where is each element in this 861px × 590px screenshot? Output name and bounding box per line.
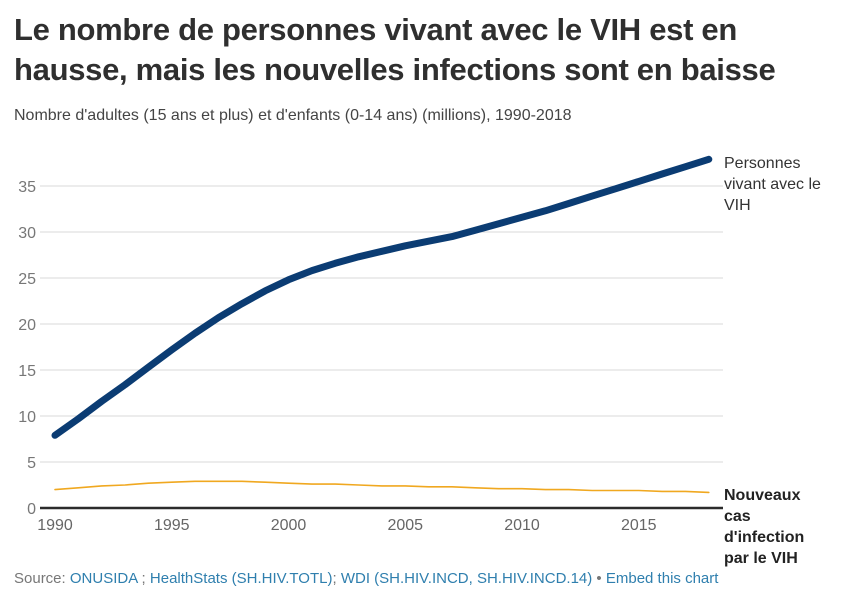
x-tick-label: 2015 bbox=[621, 517, 657, 534]
series-label-line: Nouveaux bbox=[724, 487, 801, 504]
data-point bbox=[682, 163, 689, 170]
data-point bbox=[332, 260, 339, 267]
series-label-line: VIH bbox=[724, 197, 751, 214]
data-point bbox=[52, 432, 59, 439]
data-point bbox=[78, 487, 80, 489]
data-point bbox=[565, 200, 572, 207]
source-footer: Source: ONUSIDA ; HealthStats (SH.HIV.TO… bbox=[14, 570, 718, 587]
y-tick-label: 30 bbox=[18, 225, 36, 242]
gridlines bbox=[40, 185, 723, 463]
data-point bbox=[451, 486, 453, 488]
source-prefix: Source: bbox=[14, 570, 70, 587]
series-line-plhiv bbox=[51, 155, 713, 439]
data-point bbox=[334, 483, 336, 485]
data-point bbox=[448, 233, 455, 240]
data-point bbox=[428, 486, 430, 488]
data-point bbox=[192, 330, 199, 337]
series-label-plhiv: Personnes vivant avec le VIH bbox=[724, 153, 854, 216]
x-axis-ticks: 1990 1995 2000 2005 2010 2015 bbox=[37, 517, 656, 534]
data-point bbox=[148, 482, 150, 484]
data-point bbox=[685, 491, 687, 493]
data-point bbox=[402, 242, 409, 249]
data-point bbox=[262, 287, 269, 294]
x-tick-label: 1995 bbox=[154, 517, 190, 534]
data-point bbox=[194, 481, 196, 483]
y-tick-label: 10 bbox=[18, 409, 36, 426]
x-tick-label: 2005 bbox=[387, 517, 423, 534]
data-point bbox=[145, 364, 152, 371]
data-point bbox=[521, 488, 523, 490]
source-link-wdi[interactable]: WDI (SH.HIV.INCD, SH.HIV.INCD.14) bbox=[340, 570, 593, 587]
data-point bbox=[635, 178, 642, 185]
x-tick-label: 2000 bbox=[271, 517, 307, 534]
series-label-line: vivant avec le bbox=[724, 176, 821, 193]
y-tick-label: 5 bbox=[27, 455, 36, 472]
y-tick-label: 15 bbox=[18, 363, 36, 380]
data-point bbox=[241, 481, 243, 483]
series-line-new-infections bbox=[54, 480, 710, 494]
data-point bbox=[568, 489, 570, 491]
y-tick-label: 25 bbox=[18, 271, 36, 288]
data-point bbox=[378, 248, 385, 255]
bullet-separator: • bbox=[592, 570, 606, 587]
data-point bbox=[285, 276, 292, 283]
series-label-new-infections: Nouveaux cas d'infection par le VIH bbox=[724, 485, 854, 569]
embed-chart-link[interactable]: Embed this chart bbox=[605, 570, 719, 587]
data-point bbox=[495, 220, 502, 227]
data-point bbox=[308, 267, 315, 274]
data-point bbox=[358, 484, 360, 486]
y-tick-label: 0 bbox=[27, 501, 36, 518]
data-point bbox=[171, 481, 173, 483]
data-point bbox=[218, 481, 220, 483]
data-point bbox=[612, 185, 619, 192]
data-point bbox=[355, 253, 362, 260]
data-point bbox=[545, 489, 547, 491]
data-point bbox=[122, 381, 129, 388]
data-point bbox=[54, 489, 56, 491]
chart-subtitle: Nombre d'adultes (15 ans et plus) et d'e… bbox=[14, 107, 572, 124]
data-point bbox=[705, 156, 712, 163]
data-point bbox=[238, 300, 245, 307]
data-point bbox=[708, 492, 710, 494]
series-label-line: par le VIH bbox=[724, 550, 798, 567]
data-point bbox=[381, 485, 383, 487]
y-tick-label: 20 bbox=[18, 317, 36, 334]
x-tick-label: 1990 bbox=[37, 517, 73, 534]
chart-title: Le nombre de personnes vivant avec le VI… bbox=[14, 12, 776, 87]
data-point bbox=[542, 207, 549, 214]
series-label-line: d'infection bbox=[724, 529, 805, 546]
data-point bbox=[75, 415, 82, 422]
data-point bbox=[661, 491, 663, 493]
data-point bbox=[124, 484, 126, 486]
y-axis-ticks: 0 5 10 15 20 25 30 35 bbox=[18, 179, 36, 518]
data-point bbox=[98, 398, 105, 405]
separator: ; bbox=[332, 570, 341, 587]
data-point bbox=[638, 490, 640, 492]
data-point bbox=[215, 314, 222, 321]
data-point bbox=[589, 193, 596, 200]
x-tick-label: 2010 bbox=[504, 517, 540, 534]
data-point bbox=[591, 490, 593, 492]
data-point bbox=[101, 485, 103, 487]
data-point bbox=[404, 485, 406, 487]
data-point bbox=[311, 483, 313, 485]
series-label-line: Personnes bbox=[724, 155, 801, 172]
y-tick-label: 35 bbox=[18, 179, 36, 196]
series-label-line: cas bbox=[724, 508, 751, 525]
data-point bbox=[472, 227, 479, 234]
source-link-healthstats[interactable]: HealthStats (SH.HIV.TOTL) bbox=[149, 570, 333, 587]
data-point bbox=[659, 171, 666, 178]
data-point bbox=[425, 238, 432, 245]
data-point bbox=[498, 488, 500, 490]
data-point bbox=[615, 490, 617, 492]
data-point bbox=[264, 481, 266, 483]
data-point bbox=[519, 214, 526, 221]
data-point bbox=[288, 482, 290, 484]
source-link-onusida[interactable]: ONUSIDA bbox=[69, 570, 138, 587]
separator: ; bbox=[137, 570, 150, 587]
data-point bbox=[475, 487, 477, 489]
data-point bbox=[168, 346, 175, 353]
